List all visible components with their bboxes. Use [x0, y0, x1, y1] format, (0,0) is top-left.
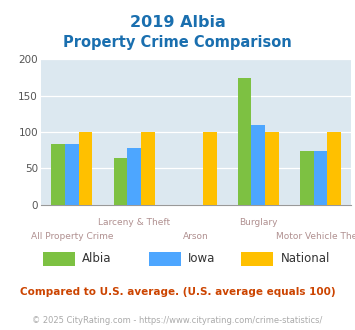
Text: Property Crime Comparison: Property Crime Comparison — [63, 35, 292, 50]
Bar — [327, 132, 341, 205]
Bar — [203, 132, 217, 205]
Bar — [51, 144, 65, 205]
Bar — [300, 151, 313, 205]
Text: 2019 Albia: 2019 Albia — [130, 15, 225, 30]
Text: Motor Vehicle Theft: Motor Vehicle Theft — [277, 232, 355, 241]
Text: Compared to U.S. average. (U.S. average equals 100): Compared to U.S. average. (U.S. average … — [20, 287, 335, 297]
Text: National: National — [280, 252, 330, 265]
Bar — [114, 158, 127, 205]
Text: © 2025 CityRating.com - https://www.cityrating.com/crime-statistics/: © 2025 CityRating.com - https://www.city… — [32, 315, 323, 325]
Bar — [65, 144, 79, 205]
Text: Burglary: Burglary — [239, 218, 278, 227]
Text: All Property Crime: All Property Crime — [31, 232, 113, 241]
Text: Iowa: Iowa — [188, 252, 215, 265]
Bar — [251, 125, 265, 205]
Bar — [79, 132, 92, 205]
Text: Arson: Arson — [183, 232, 209, 241]
Text: Albia: Albia — [82, 252, 111, 265]
Bar — [238, 78, 251, 205]
Bar — [141, 132, 154, 205]
Bar — [313, 151, 327, 205]
Bar — [265, 132, 279, 205]
Text: Larceny & Theft: Larceny & Theft — [98, 218, 170, 227]
Bar — [127, 148, 141, 205]
